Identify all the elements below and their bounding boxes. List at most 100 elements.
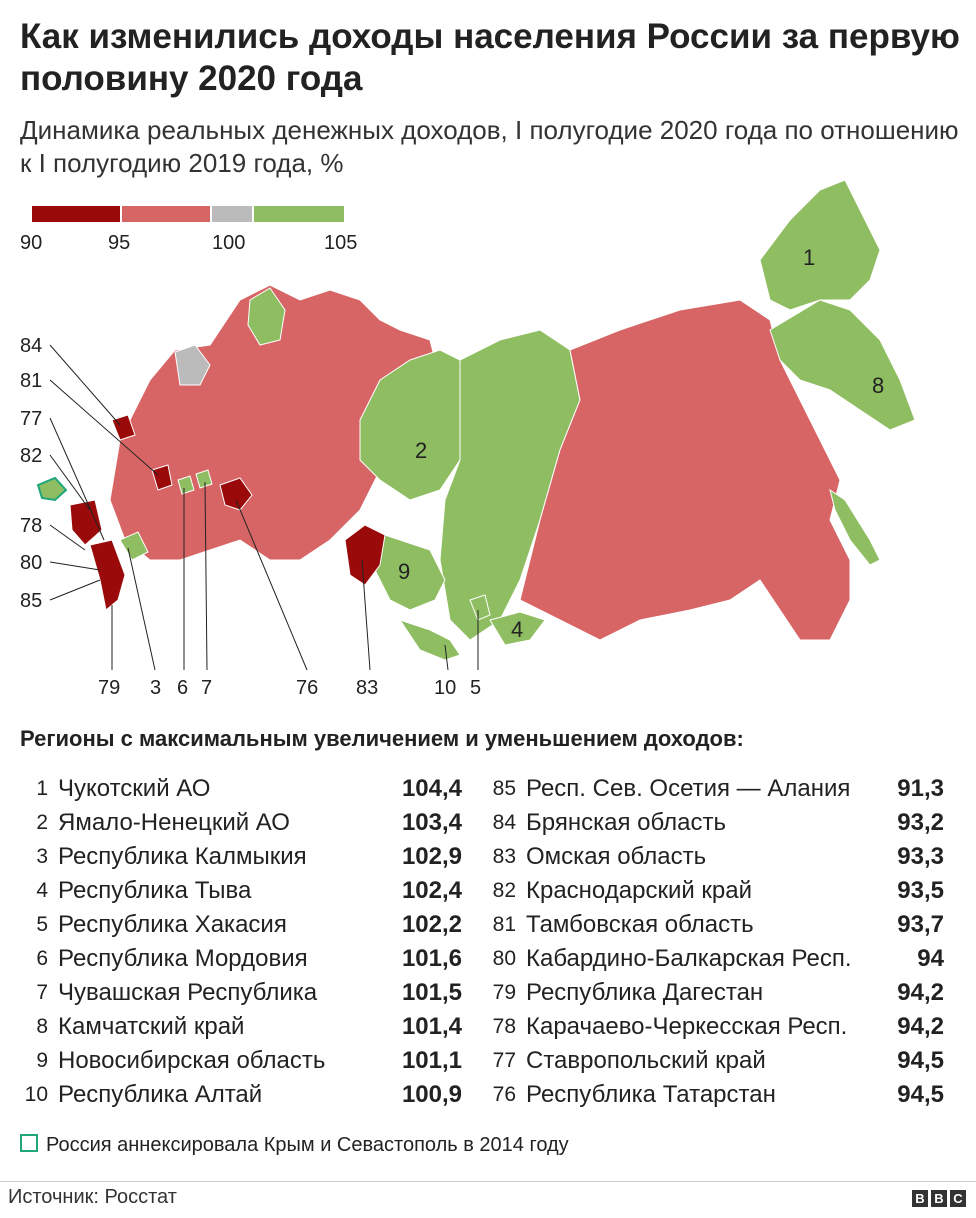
bbc-logo: B B C (912, 1190, 966, 1207)
region-name: Республика Тыва (58, 877, 252, 904)
list-item: 85 Респ. Сев. Осетия — Алания 91,3 (486, 772, 958, 806)
region-value: 101,1 (401, 1047, 462, 1074)
region-value: 93,5 (897, 877, 944, 904)
region-name: Ставропольский край (526, 1047, 766, 1074)
region-name: Карачаево-Черкесская Респ. (526, 1013, 848, 1040)
region-bryansk (111, 414, 136, 441)
region-yakutia-far-east (519, 299, 851, 641)
region-value: 101,4 (401, 1013, 462, 1040)
map-label-bottom: 76 (296, 677, 318, 699)
bbc-logo-letter: B (931, 1190, 947, 1207)
list-item: 80 Кабардино-Балкарская Респ. 94 (486, 942, 958, 976)
region-karelia (174, 344, 211, 386)
region-rank: 6 (36, 947, 48, 970)
region-name: Республика Хакасия (58, 911, 287, 938)
region-chukotka (759, 179, 881, 311)
region-rank: 84 (492, 811, 516, 834)
list-item: 8 Камчатский край 101,4 (20, 1010, 470, 1044)
list-item: 76 Республика Татарстан 94,5 (486, 1078, 958, 1112)
region-value: 101,5 (401, 979, 462, 1006)
region-murmansk (247, 287, 286, 346)
region-rank: 4 (36, 879, 48, 902)
russia-regions-map: 1 2 4 8 9 84 81 77 82 78 80 85 79 3 6 7 … (20, 179, 916, 699)
list-item: 3 Республика Калмыкия 102,9 (20, 840, 470, 874)
map-label-bottom: 10 (434, 677, 456, 699)
region-krasnoyarsk (439, 329, 581, 641)
regions-section-title: Регионы с максимальным увеличением и уме… (20, 726, 744, 751)
map-label-bottom: 79 (98, 677, 120, 699)
map-label-inner: 8 (872, 373, 884, 398)
legend-swatch-95-100 (122, 206, 210, 222)
map-label-left: 78 (20, 515, 42, 537)
list-item: 77 Ставропольский край 94,5 (486, 1044, 958, 1078)
list-item: 9 Новосибирская область 101,1 (20, 1044, 470, 1078)
region-khakassia (469, 594, 491, 621)
legend-tick: 100 (212, 232, 246, 254)
map-label-left: 80 (20, 552, 42, 574)
region-name: Республика Дагестан (526, 979, 764, 1006)
bbc-logo-letter: C (950, 1190, 966, 1207)
region-name: Краснодарский край (526, 877, 753, 904)
region-mordovia (177, 475, 195, 495)
region-rank: 77 (492, 1049, 516, 1072)
region-rank: 79 (492, 981, 516, 1004)
region-rank: 82 (492, 879, 516, 902)
map-label-left: 85 (20, 590, 42, 612)
region-value: 101,6 (401, 945, 462, 972)
region-rank: 85 (492, 777, 516, 800)
region-rank: 2 (36, 811, 48, 834)
region-rank: 10 (24, 1083, 48, 1106)
region-krasnodar (69, 499, 103, 546)
region-rank: 76 (492, 1083, 516, 1106)
list-item: 83 Омская область 93,3 (486, 840, 958, 874)
crimea-note: Россия аннексировала Крым и Севастополь … (20, 1134, 569, 1157)
list-item: 10 Республика Алтай 100,9 (20, 1078, 470, 1112)
list-item: 5 Республика Хакасия 102,2 (20, 908, 470, 942)
region-name: Брянская область (526, 809, 726, 836)
legend-swatch-100-105 (254, 206, 344, 222)
region-tambov (151, 464, 173, 491)
map-label-left: 81 (20, 370, 42, 392)
region-novosibirsk (369, 529, 446, 611)
list-item: 78 Карачаево-Черкесская Респ. 94,2 (486, 1010, 958, 1044)
legend-tick: 95 (108, 232, 131, 254)
region-name: Омская область (526, 843, 707, 870)
region-altai (398, 619, 461, 661)
legend-swatch-100 (212, 206, 252, 222)
map-label-bottom: 6 (177, 677, 188, 699)
region-chuvashia (195, 469, 213, 489)
region-name: Новосибирская область (58, 1047, 326, 1074)
region-rank: 80 (492, 947, 516, 970)
list-item: 84 Брянская область 93,2 (486, 806, 958, 840)
list-item: 1 Чукотский АО 104,4 (20, 772, 470, 806)
region-value: 93,7 (897, 911, 944, 938)
region-rank: 5 (36, 913, 48, 936)
source-credit: Источник: Росстат (8, 1186, 177, 1208)
region-name: Тамбовская область (526, 911, 754, 938)
region-value: 91,3 (897, 775, 944, 802)
list-item: 82 Краснодарский край 93,5 (486, 874, 958, 908)
region-rank: 8 (36, 1015, 48, 1038)
region-north-caucasus (89, 539, 126, 611)
map-label-bottom: 5 (470, 677, 481, 699)
region-rank: 3 (36, 845, 48, 868)
region-name: Республика Татарстан (526, 1081, 776, 1108)
region-name: Чувашская Республика (58, 979, 318, 1006)
region-value: 94,5 (897, 1081, 944, 1108)
region-value: 102,4 (401, 877, 462, 904)
map-label-left: 84 (20, 335, 42, 357)
region-name: Камчатский край (58, 1013, 245, 1040)
page-subtitle: Динамика реальных денежных доходов, I по… (20, 115, 959, 178)
region-value: 94 (917, 945, 944, 972)
bbc-logo-letter: B (912, 1190, 928, 1207)
region-name: Чукотский АО (58, 775, 211, 802)
list-item: 4 Республика Тыва 102,4 (20, 874, 470, 908)
map-label-inner: 2 (415, 438, 427, 463)
region-name: Республика Алтай (58, 1081, 263, 1108)
region-rank: 78 (492, 1015, 516, 1038)
decline-regions-list: 85 Респ. Сев. Осетия — Алания 91,3 84 Брянс… (486, 772, 958, 1112)
legend-tick: 90 (20, 232, 43, 254)
legend-tick: 105 (324, 232, 358, 254)
map-label-inner: 9 (398, 559, 410, 584)
list-item: 79 Республика Дагестан 94,2 (486, 976, 958, 1010)
